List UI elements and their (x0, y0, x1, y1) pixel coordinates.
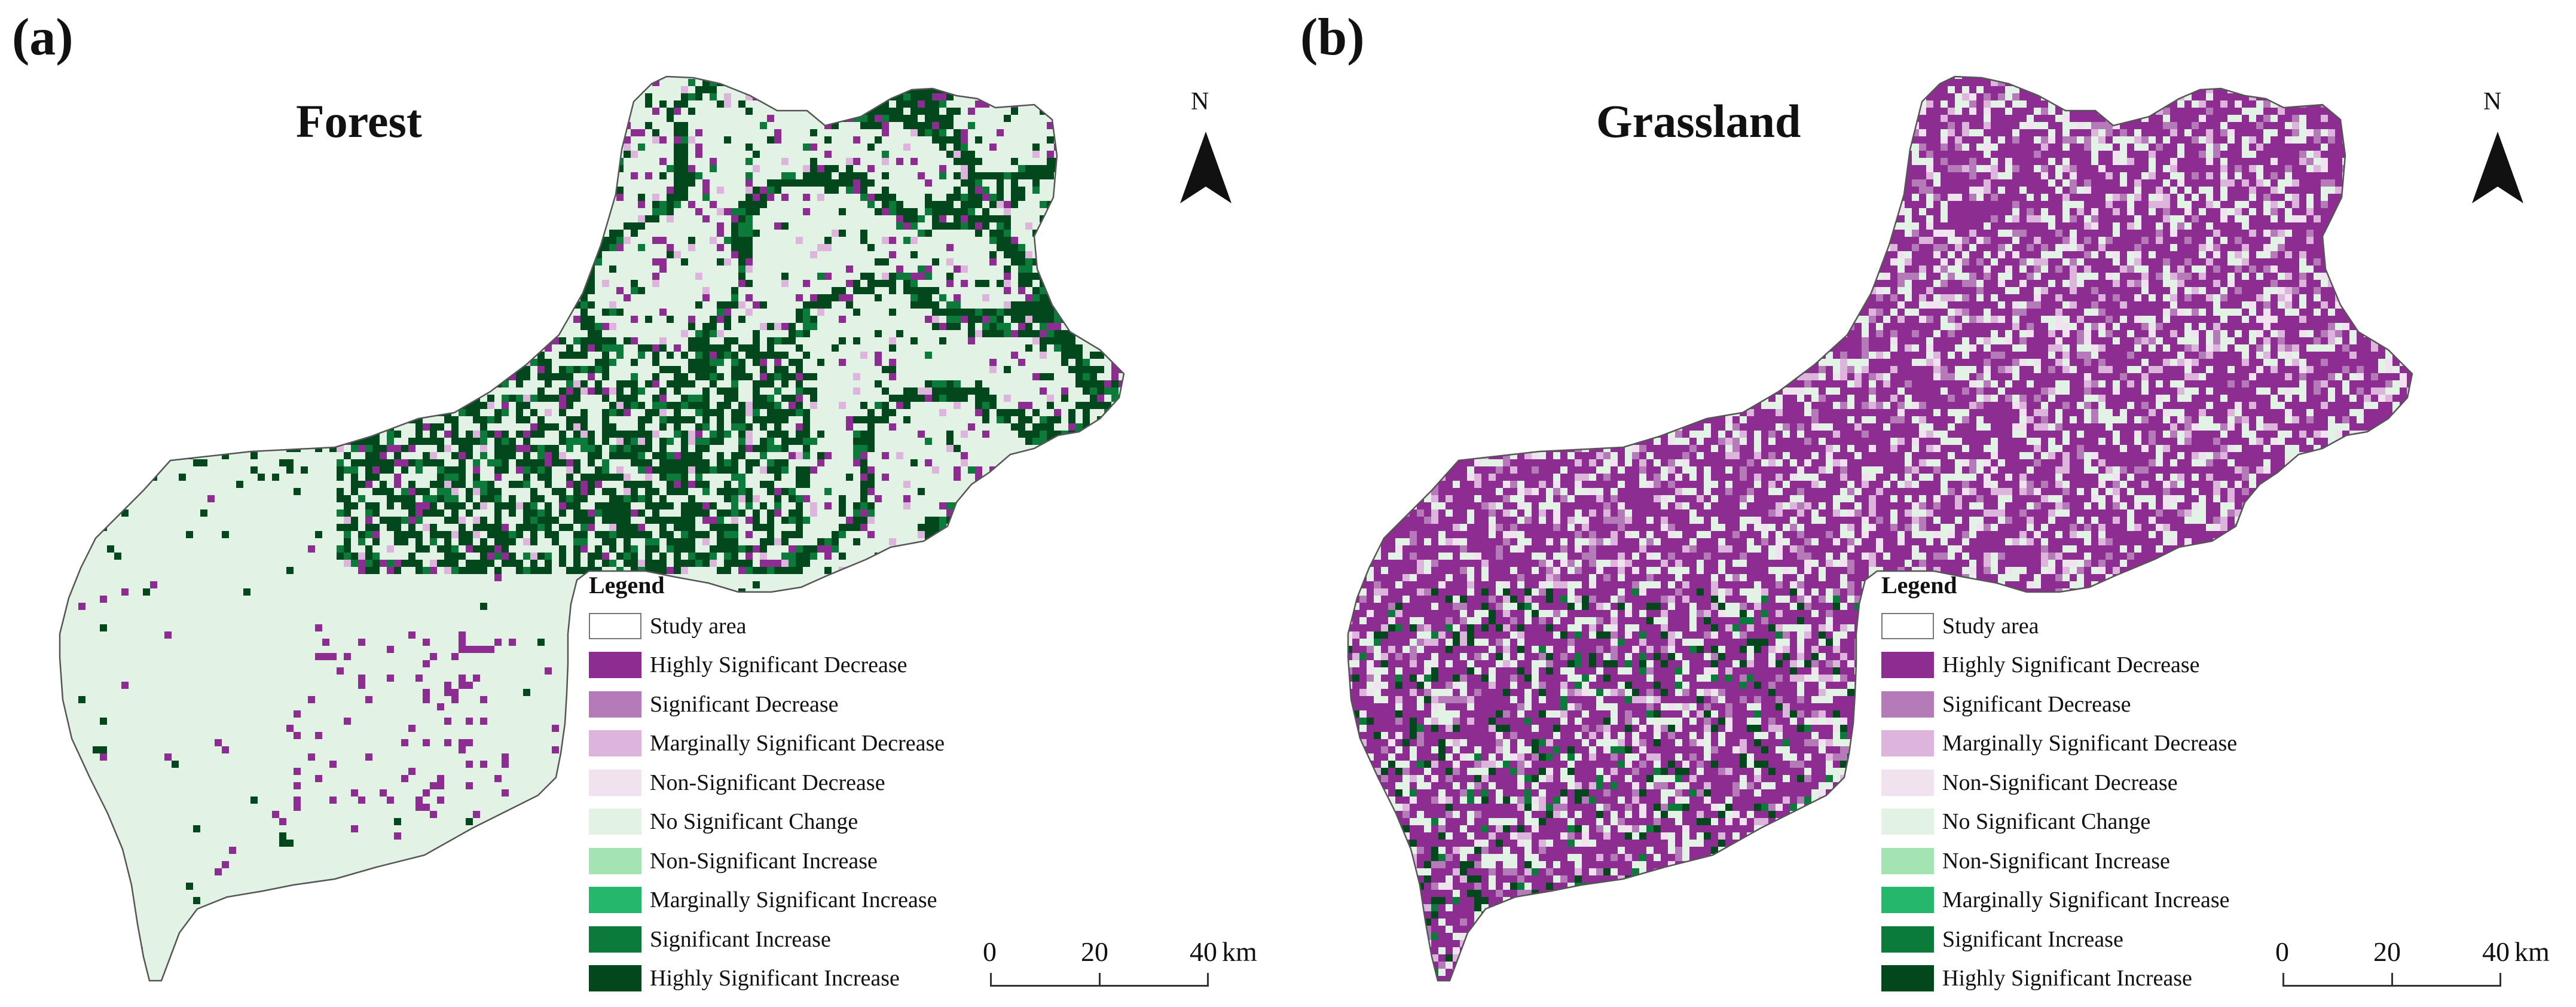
scale-label-40: 40 (1190, 936, 1217, 967)
legend-item-marginally-significant-increase: Marginally Significant Increase (1881, 881, 2237, 920)
scale-label-20: 20 (1081, 936, 1108, 967)
legend-item-marginally-significant-increase: Marginally Significant Increase (589, 881, 945, 920)
legend-label: Marginally Significant Decrease (1942, 731, 2238, 756)
legend-label: Non-Significant Decrease (650, 770, 885, 795)
north-letter: N (1191, 88, 1209, 115)
legend-item-significant-decrease: Significant Decrease (589, 685, 945, 724)
legend-label: Highly Significant Increase (650, 966, 900, 991)
legend-swatch (1881, 887, 1934, 914)
legend-label: Non-Significant Decrease (1942, 770, 2178, 795)
scale-bar: 0 20 40 km (2275, 936, 2550, 996)
legend-item-study-area: Study area (1881, 606, 2237, 646)
panel-grassland: (b) Grassland N Legend Study area Highly … (1288, 0, 2576, 1007)
legend-item-highly-significant-decrease: Highly Significant Decrease (1881, 646, 2237, 685)
legend-item-study-area: Study area (589, 606, 945, 646)
legend-swatch (589, 808, 641, 835)
legend-title: Legend (589, 572, 665, 599)
legend-swatch (1881, 965, 1934, 992)
legend-swatch (589, 769, 641, 796)
map-legend: Legend Study area Highly Significant Decr… (589, 571, 945, 998)
legend-item-no-significant-change: No Significant Change (589, 802, 945, 842)
legend-label: Marginally Significant Increase (650, 887, 937, 913)
study-area-boundary (59, 75, 1125, 982)
legend-label: Highly Significant Decrease (650, 652, 907, 678)
legend-item-non-significant-decrease: Non-Significant Decrease (589, 763, 945, 802)
north-arrow-icon (2472, 132, 2523, 203)
legend-item-marginally-significant-decrease: Marginally Significant Decrease (589, 724, 945, 764)
legend-item-non-significant-increase: Non-Significant Increase (589, 841, 945, 881)
legend-title: Legend (1881, 572, 1957, 599)
legend-swatch (1881, 769, 1934, 796)
legend-label: Study area (1942, 613, 2039, 639)
legend-swatch (1881, 730, 1934, 757)
scale-tick (1207, 973, 1209, 987)
scale-label-0: 0 (983, 936, 997, 967)
grassland-trend-map (1347, 75, 2413, 982)
panel-label: (a) (12, 8, 74, 66)
legend-items: Study area Highly Significant Decrease Sig… (1881, 606, 2237, 998)
legend-item-marginally-significant-decrease: Marginally Significant Decrease (1881, 724, 2237, 764)
legend-item-significant-increase: Significant Increase (589, 920, 945, 959)
scale-tick (990, 973, 992, 987)
legend-swatch (589, 926, 641, 953)
legend-label: No Significant Change (650, 809, 858, 835)
legend-item-highly-significant-increase: Highly Significant Increase (589, 959, 945, 999)
scale-unit: km (2514, 936, 2550, 967)
legend-swatch (589, 691, 641, 718)
legend-label: Significant Increase (1942, 926, 2123, 952)
scale-unit: km (1222, 936, 1257, 967)
panel-forest: (a) Forest N Legend Study area Highly Sig… (12, 8, 1257, 998)
legend-label: Highly Significant Increase (1942, 966, 2192, 991)
legend-swatch (589, 652, 641, 679)
study-area-boundary (1347, 75, 2413, 982)
map-legend: Legend Study area Highly Significant Decr… (1881, 571, 2237, 998)
forest-trend-map (59, 75, 1125, 982)
map-title: Forest (296, 95, 422, 147)
north-letter: N (2483, 88, 2502, 115)
legend-swatch (1881, 847, 1934, 874)
legend-label: Significant Decrease (1942, 691, 2131, 717)
legend-swatch (1881, 612, 1934, 639)
legend-label: Significant Increase (650, 926, 831, 952)
map-title: Grassland (1596, 95, 1801, 147)
legend-label: Marginally Significant Increase (1942, 887, 2230, 913)
legend-label: Marginally Significant Decrease (650, 731, 945, 756)
north-arrow-icon (1180, 132, 1232, 203)
panel-label: (b) (1300, 8, 1365, 66)
scale-label-20: 20 (2373, 936, 2401, 967)
legend-label: No Significant Change (1942, 809, 2151, 835)
legend-swatch (589, 612, 641, 639)
scale-tick (2499, 973, 2501, 987)
legend-item-non-significant-decrease: Non-Significant Decrease (1881, 763, 2237, 802)
legend-item-significant-increase: Significant Increase (1881, 920, 2237, 959)
legend-swatch (1881, 691, 1934, 718)
legend-label: Study area (650, 613, 747, 639)
legend-label: Significant Decrease (650, 691, 839, 717)
legend-swatch (1881, 808, 1934, 835)
scale-bar: 0 20 40 km (983, 936, 1257, 996)
legend-swatch (1881, 926, 1934, 953)
legend-swatch (589, 887, 641, 914)
legend-item-highly-significant-decrease: Highly Significant Decrease (589, 646, 945, 685)
legend-swatch (1881, 652, 1934, 679)
legend-swatch (589, 730, 641, 757)
legend-label: Non-Significant Increase (650, 848, 878, 874)
legend-swatch (589, 847, 641, 874)
scale-label-40: 40 (2482, 936, 2510, 967)
legend-label: Non-Significant Increase (1942, 848, 2170, 874)
scale-tick (2282, 973, 2284, 987)
legend-item-no-significant-change: No Significant Change (1881, 802, 2237, 842)
scale-tick (2391, 973, 2393, 987)
legend-item-highly-significant-increase: Highly Significant Increase (1881, 959, 2237, 999)
legend-item-non-significant-increase: Non-Significant Increase (1881, 841, 2237, 881)
legend-label: Highly Significant Decrease (1942, 652, 2200, 678)
legend-swatch (589, 965, 641, 992)
scale-label-0: 0 (2275, 936, 2289, 967)
legend-item-significant-decrease: Significant Decrease (1881, 685, 2237, 724)
scale-tick (1099, 973, 1101, 987)
legend-items: Study area Highly Significant Decrease Sig… (589, 606, 945, 998)
